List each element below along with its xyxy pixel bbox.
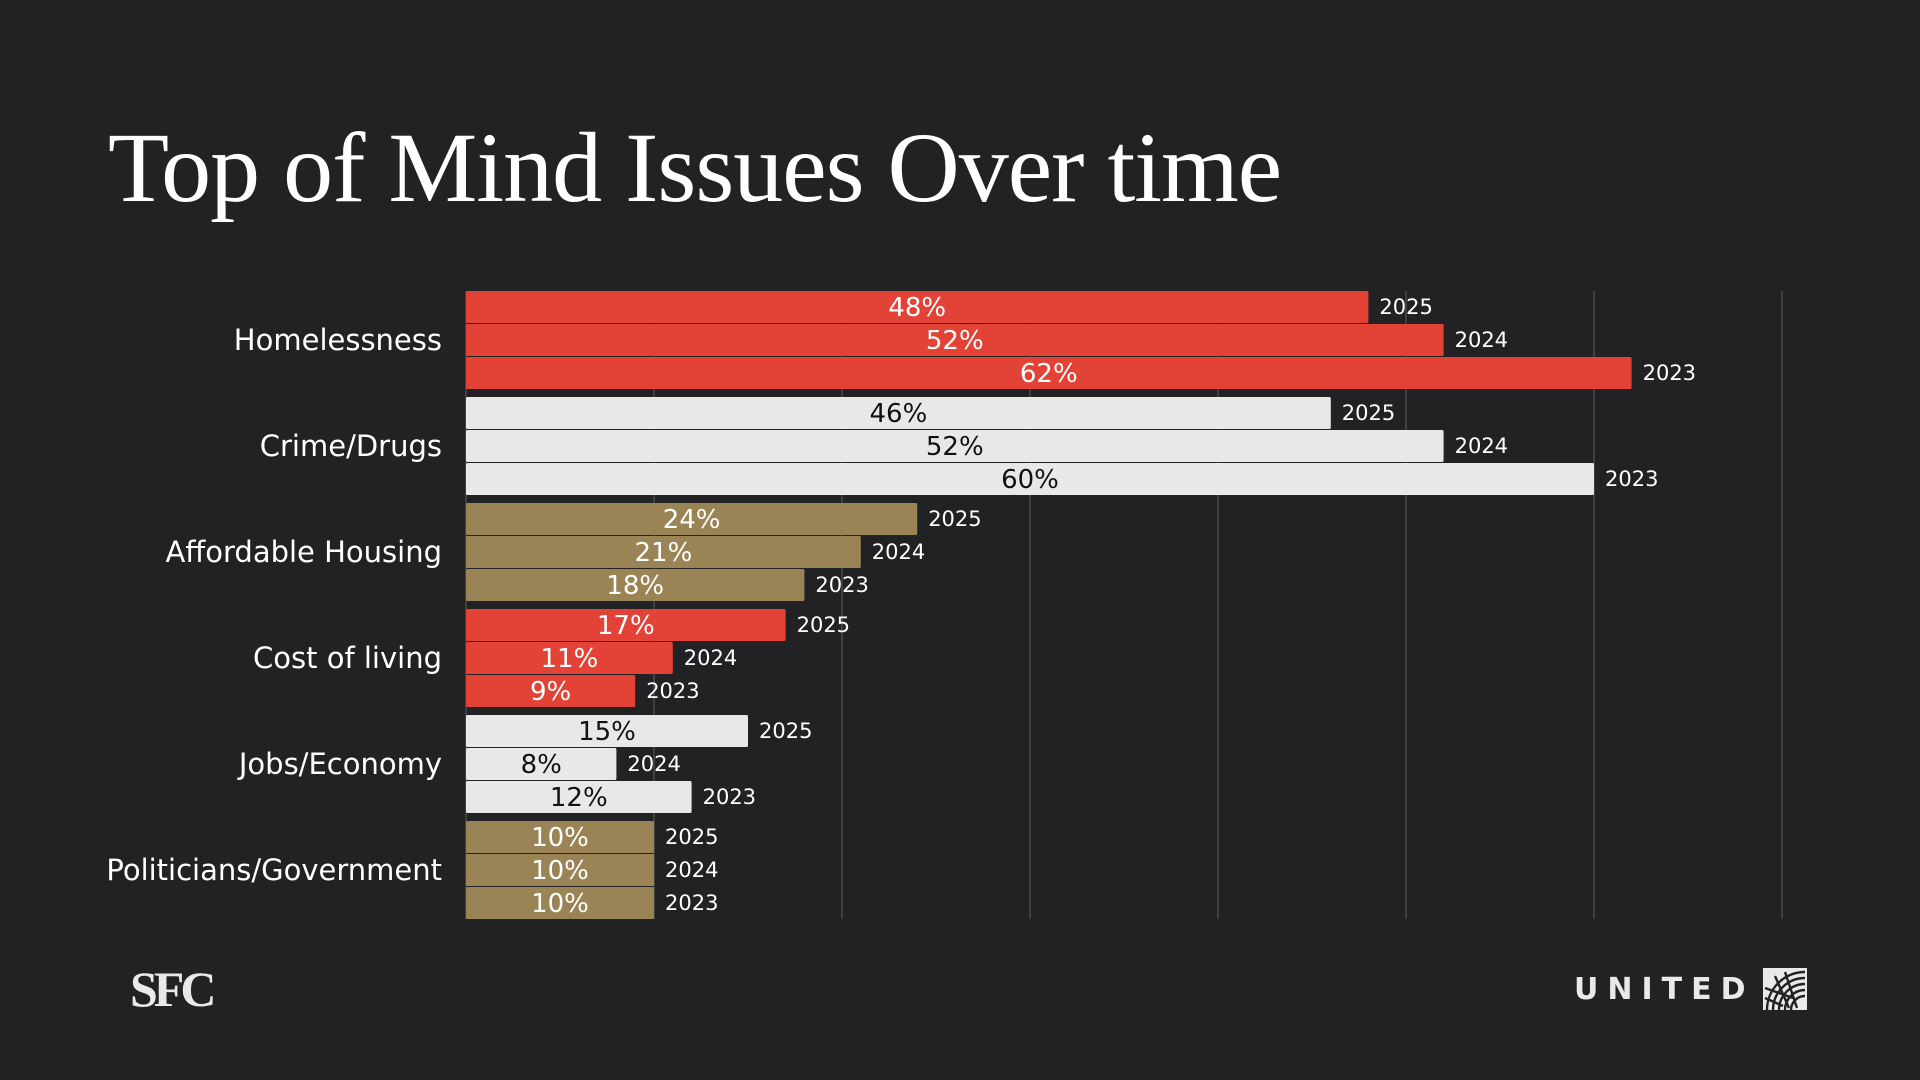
category-label: Jobs/Economy <box>237 747 442 781</box>
bar <box>466 357 1632 389</box>
value-label: 62% <box>1020 359 1078 389</box>
value-label: 48% <box>888 293 946 323</box>
value-label: 10% <box>531 823 589 853</box>
category-label: Crime/Drugs <box>260 429 442 463</box>
year-label: 2025 <box>759 719 812 743</box>
value-label: 46% <box>870 399 928 429</box>
gridlines <box>465 291 1783 919</box>
value-label: 24% <box>663 505 721 535</box>
category-label: Homelessness <box>234 323 442 357</box>
category-label: Politicians/Government <box>106 853 442 887</box>
value-label: 18% <box>606 571 664 601</box>
value-label: 21% <box>635 538 693 568</box>
bar-group: Homelessness 48% 2025 52% 2024 62% 2023 <box>234 291 1696 389</box>
bar <box>466 642 673 674</box>
value-label: 9% <box>530 677 571 707</box>
year-label: 2024 <box>872 540 925 564</box>
bar <box>466 397 1331 429</box>
bar <box>466 675 636 707</box>
year-label: 2023 <box>665 891 718 915</box>
year-label: 2025 <box>665 825 718 849</box>
value-label: 60% <box>1001 465 1059 495</box>
bar <box>466 430 1444 462</box>
bar <box>466 569 805 601</box>
bar <box>466 887 654 919</box>
category-label: Cost of living <box>253 641 442 675</box>
sfc-logo: SFC <box>130 961 216 1017</box>
value-label: 12% <box>550 783 608 813</box>
year-label: 2025 <box>1379 295 1432 319</box>
value-label: 10% <box>531 889 589 919</box>
bar <box>466 715 748 747</box>
year-label: 2023 <box>1643 361 1696 385</box>
bar <box>466 854 654 886</box>
bar <box>466 463 1594 495</box>
year-label: 2023 <box>815 573 868 597</box>
year-label: 2023 <box>1605 467 1658 491</box>
bar-group: Cost of living 17% 2025 11% 2024 9% 2023 <box>253 609 850 707</box>
value-label: 17% <box>597 611 655 641</box>
bar-group: Crime/Drugs 46% 2025 52% 2024 60% 2023 <box>260 397 1658 495</box>
bar <box>466 748 617 780</box>
value-label: 52% <box>926 326 984 356</box>
bar <box>466 609 786 641</box>
bar <box>466 291 1369 323</box>
year-label: 2025 <box>1342 401 1395 425</box>
bar <box>466 324 1444 356</box>
bar <box>466 536 861 568</box>
bar-group: Jobs/Economy 15% 2025 8% 2024 12% 2023 <box>237 715 812 813</box>
united-globe-icon <box>1762 968 1807 1010</box>
value-label: 10% <box>531 856 589 886</box>
year-label: 2024 <box>627 752 680 776</box>
bar-group: Politicians/Government 10% 2025 10% 2024 10% 2… <box>106 821 718 919</box>
bar <box>466 503 918 535</box>
united-logo: UNITED <box>1574 968 1807 1010</box>
year-label: 2023 <box>646 679 699 703</box>
year-label: 2025 <box>928 507 981 531</box>
value-label: 52% <box>926 432 984 462</box>
year-label: 2024 <box>665 858 718 882</box>
bar-group: Affordable Housing 24% 2025 21% 2024 18% 2023 <box>165 503 982 601</box>
value-label: 8% <box>521 750 562 780</box>
bar <box>466 781 692 813</box>
year-label: 2024 <box>1455 434 1508 458</box>
year-label: 2024 <box>1455 328 1508 352</box>
chart-title: Top of Mind Issues Over time <box>108 112 1282 223</box>
united-logo-text: UNITED <box>1574 971 1755 1007</box>
year-label: 2023 <box>703 785 756 809</box>
category-label: Affordable Housing <box>165 535 442 569</box>
year-label: 2024 <box>684 646 737 670</box>
value-label: 15% <box>578 717 636 747</box>
year-label: 2025 <box>797 613 850 637</box>
bar <box>466 821 654 853</box>
value-label: 11% <box>541 644 599 674</box>
